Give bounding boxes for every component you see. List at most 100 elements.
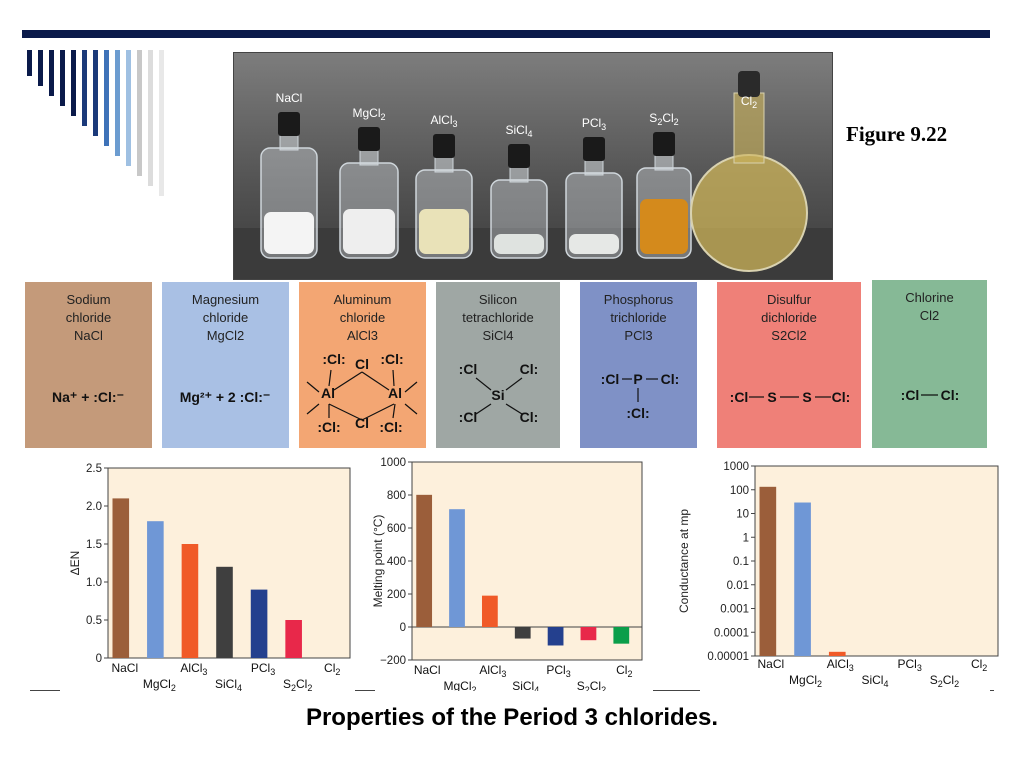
reagent-bottle — [415, 134, 473, 259]
svg-text::Cl:: :Cl: — [379, 419, 402, 435]
reagent-bottle — [636, 132, 692, 259]
x-tick-label: Cl2 — [616, 663, 632, 679]
y-tick-label: 100 — [730, 485, 749, 497]
photo-label: AlCl3 — [430, 113, 457, 129]
y-tick-label: 0 — [400, 622, 406, 634]
compound-card: Chlorine Cl2:Cl Cl: — [872, 280, 987, 448]
y-tick-label: 400 — [387, 556, 406, 568]
card-line: S2Cl2 — [771, 328, 807, 343]
y-tick-label: 2.0 — [86, 501, 102, 513]
x-tick-label: MgCl2 — [443, 679, 476, 691]
card-line: Disulfur — [766, 292, 812, 307]
chlorine-flask — [690, 71, 808, 272]
x-tick-label: SiCl4 — [215, 677, 242, 692]
y-axis-label: Melting point (°C) — [371, 515, 385, 608]
bar-MgCl2 — [147, 521, 164, 658]
baseline-rule — [653, 690, 700, 691]
compound-card: Magnesium chloride MgCl2 Mg²⁺ + 2 :Cl:⁻ — [162, 282, 289, 448]
bar-NaCl — [112, 498, 130, 658]
x-tick-label: AlCl3 — [180, 661, 207, 677]
bar-SiCl4 — [514, 627, 531, 639]
compound-card: Disulfur dichloride S2Cl2:Cl S S Cl: — [717, 282, 861, 448]
photo-label: NaCl — [276, 91, 303, 105]
svg-text:Al: Al — [388, 385, 402, 401]
lewis-structure: :Cl P Cl::Cl: — [601, 371, 680, 421]
svg-text:Cl:: Cl: — [832, 389, 851, 405]
x-tick-label: NaCl — [414, 663, 441, 677]
bar-S2Cl2 — [580, 627, 597, 641]
compound-card: Phosphorus trichloride PCl3:Cl P Cl::Cl: — [580, 282, 697, 448]
decorative-stripes — [27, 50, 164, 196]
svg-text:Mg²⁺ + 2 :Cl:⁻: Mg²⁺ + 2 :Cl:⁻ — [180, 389, 271, 405]
card-line: trichloride — [610, 310, 667, 325]
baseline-rule — [30, 690, 60, 691]
figure-label: Figure 9.22 — [846, 122, 948, 146]
photo-label: Cl2 — [741, 94, 757, 110]
card-line: tetrachloride — [462, 310, 534, 325]
y-tick-label: 0.5 — [86, 615, 102, 627]
card-line: chloride — [202, 310, 249, 325]
x-tick-label: Cl2 — [971, 657, 987, 673]
x-tick-label: S2Cl2 — [930, 673, 959, 689]
reagent-bottle — [260, 112, 318, 259]
svg-text::Cl: :Cl — [459, 361, 478, 377]
svg-text:S: S — [767, 389, 776, 405]
y-tick-label: 1000 — [380, 457, 406, 469]
bar-NaCl — [416, 494, 433, 627]
svg-text:Si: Si — [491, 387, 504, 403]
svg-text:Al: Al — [321, 385, 335, 401]
x-tick-label: PCl3 — [898, 657, 922, 673]
melting-point-chart: −200 0 200 400 600 800 1000 Melting point (°C) N… — [371, 457, 643, 691]
bar-AlCl3 — [828, 651, 846, 656]
x-tick-label: AlCl3 — [827, 657, 854, 673]
card-line: chloride — [339, 310, 386, 325]
svg-text::Cl:: :Cl: — [380, 351, 403, 367]
card-line: Sodium — [66, 292, 111, 307]
svg-text::Cl:: :Cl: — [322, 351, 345, 367]
card-line: SiCl4 — [482, 328, 514, 343]
card-line: Magnesium — [191, 292, 260, 307]
svg-text:Cl:: Cl: — [520, 361, 539, 377]
card-line: MgCl2 — [206, 328, 245, 343]
card-line: NaCl — [74, 328, 103, 343]
svg-text:Cl: Cl — [355, 415, 369, 431]
y-axis-label: ΔEN — [68, 551, 82, 576]
svg-text:S: S — [802, 389, 811, 405]
lewis-structure: :Cl: Cl:Cl: Al Al:Cl: Cl:Cl: — [306, 351, 418, 435]
y-tick-label: 1.0 — [86, 577, 102, 589]
plot-area — [754, 465, 999, 657]
lewis-structure: :Cl Cl: — [901, 387, 960, 403]
photo-label: PCl3 — [582, 116, 606, 132]
chlorides-photo: NaCl MgCl2 AlCl3 SiCl4 PCl3 S2Cl2 Cl2 — [233, 52, 833, 280]
photo-label: S2Cl2 — [649, 111, 678, 127]
svg-text:Cl:: Cl: — [941, 387, 960, 403]
x-tick-label: MgCl2 — [789, 673, 822, 689]
bar-AlCl3 — [181, 544, 199, 658]
y-tick-label: 0.00001 — [707, 651, 749, 663]
y-tick-label: 0.0001 — [714, 627, 749, 639]
delta-en-chart: 0 0.5 1.0 1.5 2.0 2.5 ΔEN NaCl MgCl2 AlCl3 SiCl4 PC… — [68, 463, 351, 692]
y-tick-label: 800 — [387, 490, 406, 502]
bar-NaCl — [759, 486, 777, 656]
card-line: Aluminum — [333, 292, 392, 307]
photo-label: MgCl2 — [352, 106, 385, 122]
svg-text:Cl:: Cl: — [661, 371, 680, 387]
y-tick-label: 600 — [387, 523, 406, 535]
svg-text::Cl: :Cl — [459, 409, 478, 425]
bar-SiCl4 — [216, 566, 233, 658]
bar-MgCl2 — [449, 509, 465, 627]
baseline-rule — [990, 690, 994, 691]
compound-card: Silicon tetrachloride SiCl4:Cl Cl: Si:Cl Cl: — [436, 282, 560, 448]
baseline-rule — [355, 690, 375, 691]
lewis-structure: :Cl Cl: Si:Cl Cl: — [459, 361, 539, 425]
y-tick-label: −200 — [380, 655, 406, 667]
svg-text::Cl: :Cl — [901, 387, 920, 403]
bar-S2Cl2 — [285, 620, 302, 658]
svg-text::Cl:: :Cl: — [317, 419, 340, 435]
reagent-bottle — [339, 127, 399, 259]
lewis-structure: :Cl S S Cl: — [730, 389, 851, 405]
svg-text::Cl: :Cl — [601, 371, 620, 387]
x-tick-label: Cl2 — [324, 661, 340, 677]
bar-PCl3 — [547, 627, 564, 646]
card-line: Silicon — [478, 292, 518, 307]
